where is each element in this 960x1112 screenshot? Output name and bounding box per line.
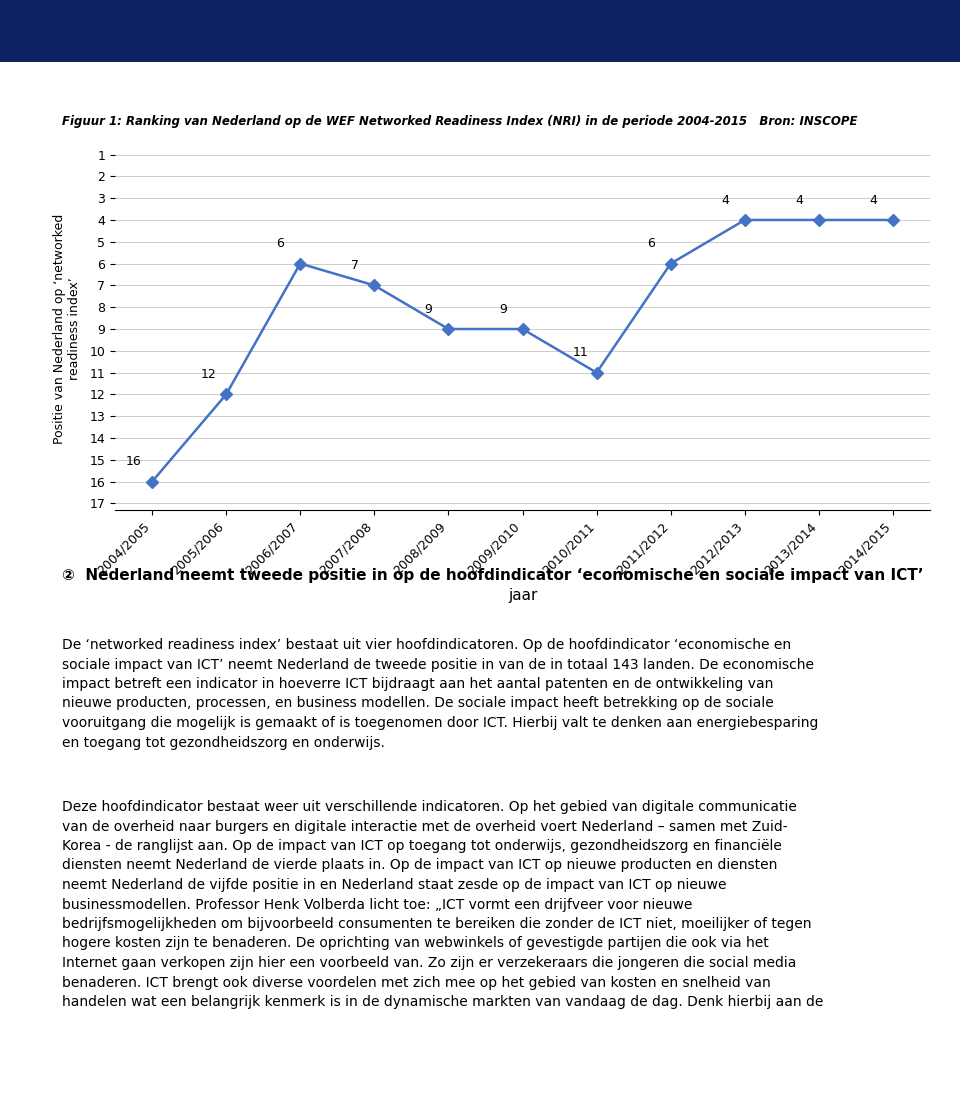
Text: 12: 12 bbox=[201, 368, 216, 381]
Text: 6: 6 bbox=[276, 237, 284, 250]
X-axis label: jaar: jaar bbox=[508, 588, 538, 603]
Text: 4: 4 bbox=[721, 193, 729, 207]
Text: Deze hoofdindicator bestaat weer uit verschillende indicatoren. Op het gebied va: Deze hoofdindicator bestaat weer uit ver… bbox=[62, 800, 824, 1009]
Text: 7: 7 bbox=[350, 259, 359, 272]
Text: 4: 4 bbox=[795, 193, 803, 207]
Y-axis label: Positie van Nederland op ‘networked
readiness index’: Positie van Nederland op ‘networked read… bbox=[53, 214, 81, 444]
Text: 4: 4 bbox=[869, 193, 877, 207]
Text: 16: 16 bbox=[126, 455, 142, 468]
Text: 6: 6 bbox=[647, 237, 655, 250]
Text: Figuur 1: Ranking van Nederland op de WEF Networked Readiness Index (NRI) in de : Figuur 1: Ranking van Nederland op de WE… bbox=[62, 115, 858, 128]
Text: De ‘networked readiness index’ bestaat uit vier hoofdindicatoren. Op de hoofdind: De ‘networked readiness index’ bestaat u… bbox=[62, 638, 819, 749]
Text: ②  Nederland neemt tweede positie in op de hoofdindicator ‘economische en social: ② Nederland neemt tweede positie in op d… bbox=[62, 568, 924, 583]
Text: 9: 9 bbox=[499, 302, 507, 316]
Text: 9: 9 bbox=[424, 302, 433, 316]
Text: 11: 11 bbox=[573, 346, 588, 359]
